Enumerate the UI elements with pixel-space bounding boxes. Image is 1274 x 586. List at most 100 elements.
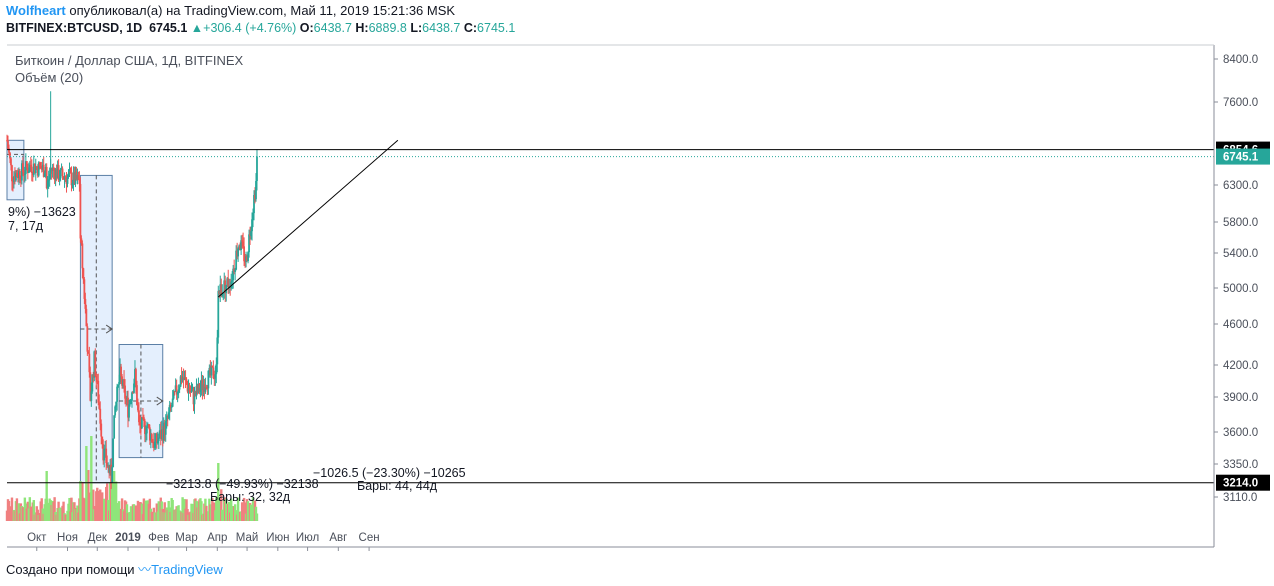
author-link[interactable]: Wolfheart <box>6 3 66 18</box>
candle-body <box>133 383 135 393</box>
volume-bar <box>142 498 146 521</box>
candle-body <box>184 376 187 380</box>
candle-body <box>240 240 243 250</box>
volume-bar <box>140 503 144 521</box>
volume-bar <box>163 502 166 521</box>
candle-body <box>10 158 12 166</box>
candle-body <box>130 400 132 402</box>
candle-body <box>101 436 104 445</box>
candle-body <box>117 384 120 387</box>
x-tick-label: Ноя <box>57 532 78 544</box>
low-label: L: <box>410 21 423 35</box>
candle-body <box>94 351 97 377</box>
candle-body <box>70 172 73 186</box>
candle-body <box>155 433 158 443</box>
candle-body <box>26 167 29 174</box>
candle-body <box>71 183 74 186</box>
candle-body <box>157 437 160 441</box>
symbol-label: BITFINEX:BTCUSD, 1D <box>6 21 143 35</box>
candle-body <box>116 386 119 402</box>
candle-body <box>125 398 127 400</box>
volume-bar <box>205 505 208 521</box>
candle-body <box>110 464 113 483</box>
y-tick-label: 3110.0 <box>1223 492 1257 504</box>
candle-body <box>244 261 246 263</box>
candle-body <box>153 441 156 448</box>
candle-body <box>128 404 130 418</box>
x-tick-label: Июл <box>296 532 319 544</box>
candle-body <box>88 353 91 373</box>
candle-body <box>14 176 16 181</box>
candle-body <box>18 171 21 180</box>
candle-body <box>62 176 65 180</box>
candle-body <box>31 173 34 176</box>
candle-body <box>84 298 87 309</box>
y-tick-label: 8400.0 <box>1223 54 1258 66</box>
candle-body <box>46 180 49 189</box>
candle-body <box>28 164 31 172</box>
candle-body <box>80 238 83 244</box>
candle-body <box>139 422 141 425</box>
candle-body <box>225 285 228 294</box>
volume-spike <box>112 471 116 521</box>
candle-body <box>59 169 62 179</box>
candle-body <box>217 290 220 338</box>
candle-body <box>55 169 58 179</box>
candle-body <box>134 369 136 384</box>
candle-body <box>19 179 22 181</box>
trendline <box>217 139 399 298</box>
candle-body <box>242 241 244 247</box>
candle-body <box>226 278 229 286</box>
candle-body <box>168 404 171 413</box>
tradingview-brand[interactable]: TradingView <box>151 562 223 577</box>
volume-bar <box>106 499 110 521</box>
candle-body <box>188 387 191 392</box>
candle-body <box>65 178 68 184</box>
candle-body <box>209 367 212 376</box>
x-tick-label: 2019 <box>115 532 141 544</box>
candle-body <box>27 171 30 174</box>
volume-bar <box>171 500 174 521</box>
candle-body <box>99 408 102 424</box>
candle-body <box>106 462 109 467</box>
candle-body <box>82 268 85 280</box>
axes: 8400.0 7600.0 6300.0 5800.0 5400.0 5000.0 4600… <box>7 44 1270 551</box>
close-value: 6745.1 <box>477 21 516 35</box>
candle-body <box>233 268 236 272</box>
candle-body <box>144 433 147 435</box>
candle-body <box>114 406 117 416</box>
candle-body <box>66 176 69 184</box>
candle-body <box>174 385 177 392</box>
candle-body <box>193 391 196 405</box>
candle-body <box>42 164 45 177</box>
candle-body <box>33 163 36 173</box>
tradingview-logo-icon: 〰 <box>138 562 152 577</box>
range-label-jan: −1026.5 (−23.30%) −10265 <box>313 466 466 480</box>
candle-body <box>219 284 222 295</box>
candle-body <box>76 175 79 180</box>
candle-body <box>120 366 122 377</box>
candle-body <box>92 374 95 378</box>
y-tick-label: 5800.0 <box>1223 217 1258 229</box>
candle-body <box>21 163 24 173</box>
candle-body <box>96 380 99 382</box>
candle-body <box>113 415 116 439</box>
high-label: H: <box>355 21 369 35</box>
candle-body <box>43 173 46 177</box>
candle-body <box>181 377 184 381</box>
candle-body <box>77 175 80 180</box>
candle-body <box>97 380 100 403</box>
x-tick-label: Дек <box>88 532 108 544</box>
created-with-text: Создано при помощи <box>6 562 135 577</box>
volume-bar <box>246 501 250 521</box>
candle-body <box>124 385 126 399</box>
candle-body <box>105 448 108 463</box>
x-tick-label: Июн <box>266 532 289 544</box>
range-box-nov-arrow <box>105 324 114 334</box>
volume-spike <box>79 481 82 521</box>
candle-body <box>48 173 51 180</box>
y-tick-label: 4200.0 <box>1223 360 1258 372</box>
candle-body <box>198 383 201 392</box>
volume-bar <box>53 497 56 521</box>
